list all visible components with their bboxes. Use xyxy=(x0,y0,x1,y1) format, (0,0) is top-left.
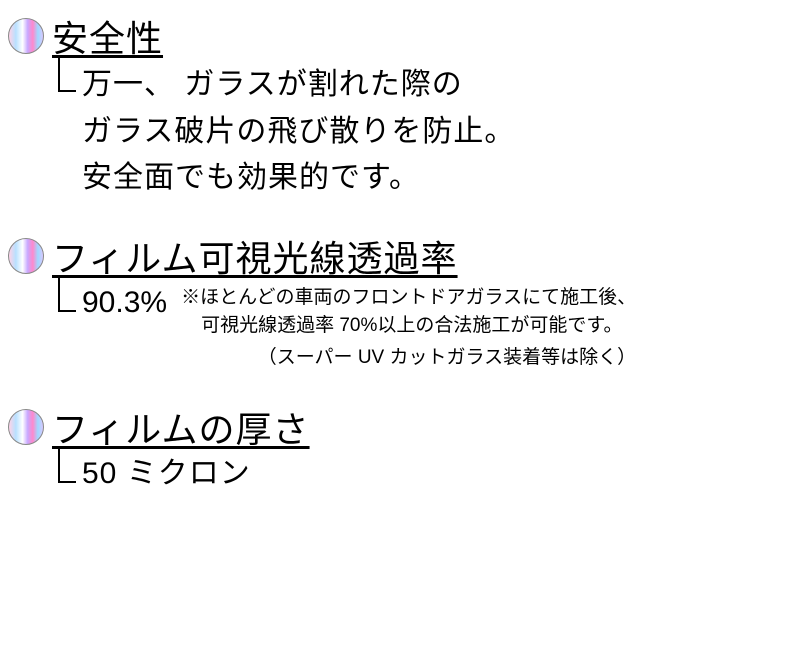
bullet-icon xyxy=(8,409,44,445)
hook-line-icon xyxy=(58,58,76,92)
section-transmittance: フィルム可視光線透過率 90.3% ※ほとんどの車両のフロントドアガラスにて施工… xyxy=(8,230,792,373)
section-title: 安全性 xyxy=(52,10,163,62)
bullet-icon xyxy=(8,238,44,274)
text-line: ガラス破片の飛び散りを防止。 xyxy=(82,109,792,156)
section-header: フィルム可視光線透過率 xyxy=(8,230,792,282)
thickness-value: 50 ミクロン xyxy=(82,453,792,495)
text-line: 万一、 ガラスが割れた際の xyxy=(82,62,792,109)
section-body: 50 ミクロン xyxy=(52,453,792,495)
note-line: ※ほとんどの車両のフロントドアガラスにて施工後、 xyxy=(181,284,636,313)
section-safety: 安全性 万一、 ガラスが割れた際の ガラス破片の飛び散りを防止。 安全面でも効果… xyxy=(8,10,792,202)
section-header: フィルムの厚さ xyxy=(8,401,792,453)
section-thickness: フィルムの厚さ 50 ミクロン xyxy=(8,401,792,495)
transmittance-value: 90.3% xyxy=(82,282,167,324)
note-line: （スーパー UV カットガラス装着等は除く） xyxy=(181,343,636,373)
section-title: フィルムの厚さ xyxy=(52,401,310,453)
text-line: 安全面でも効果的です。 xyxy=(82,155,792,202)
hook-line-icon xyxy=(58,278,76,312)
section-body: 90.3% ※ほとんどの車両のフロントドアガラスにて施工後、 可視光線透過率 7… xyxy=(52,282,792,373)
safety-description: 万一、 ガラスが割れた際の ガラス破片の飛び散りを防止。 安全面でも効果的です。 xyxy=(52,62,792,202)
bullet-icon xyxy=(8,18,44,54)
section-body: 万一、 ガラスが割れた際の ガラス破片の飛び散りを防止。 安全面でも効果的です。 xyxy=(52,62,792,202)
note-line: 可視光線透過率 70%以上の合法施工が可能です。 xyxy=(181,312,636,341)
hook-line-icon xyxy=(58,449,76,483)
section-header: 安全性 xyxy=(8,10,792,62)
section-title: フィルム可視光線透過率 xyxy=(52,230,458,282)
transmittance-notes: ※ほとんどの車両のフロントドアガラスにて施工後、 可視光線透過率 70%以上の合… xyxy=(181,284,636,373)
